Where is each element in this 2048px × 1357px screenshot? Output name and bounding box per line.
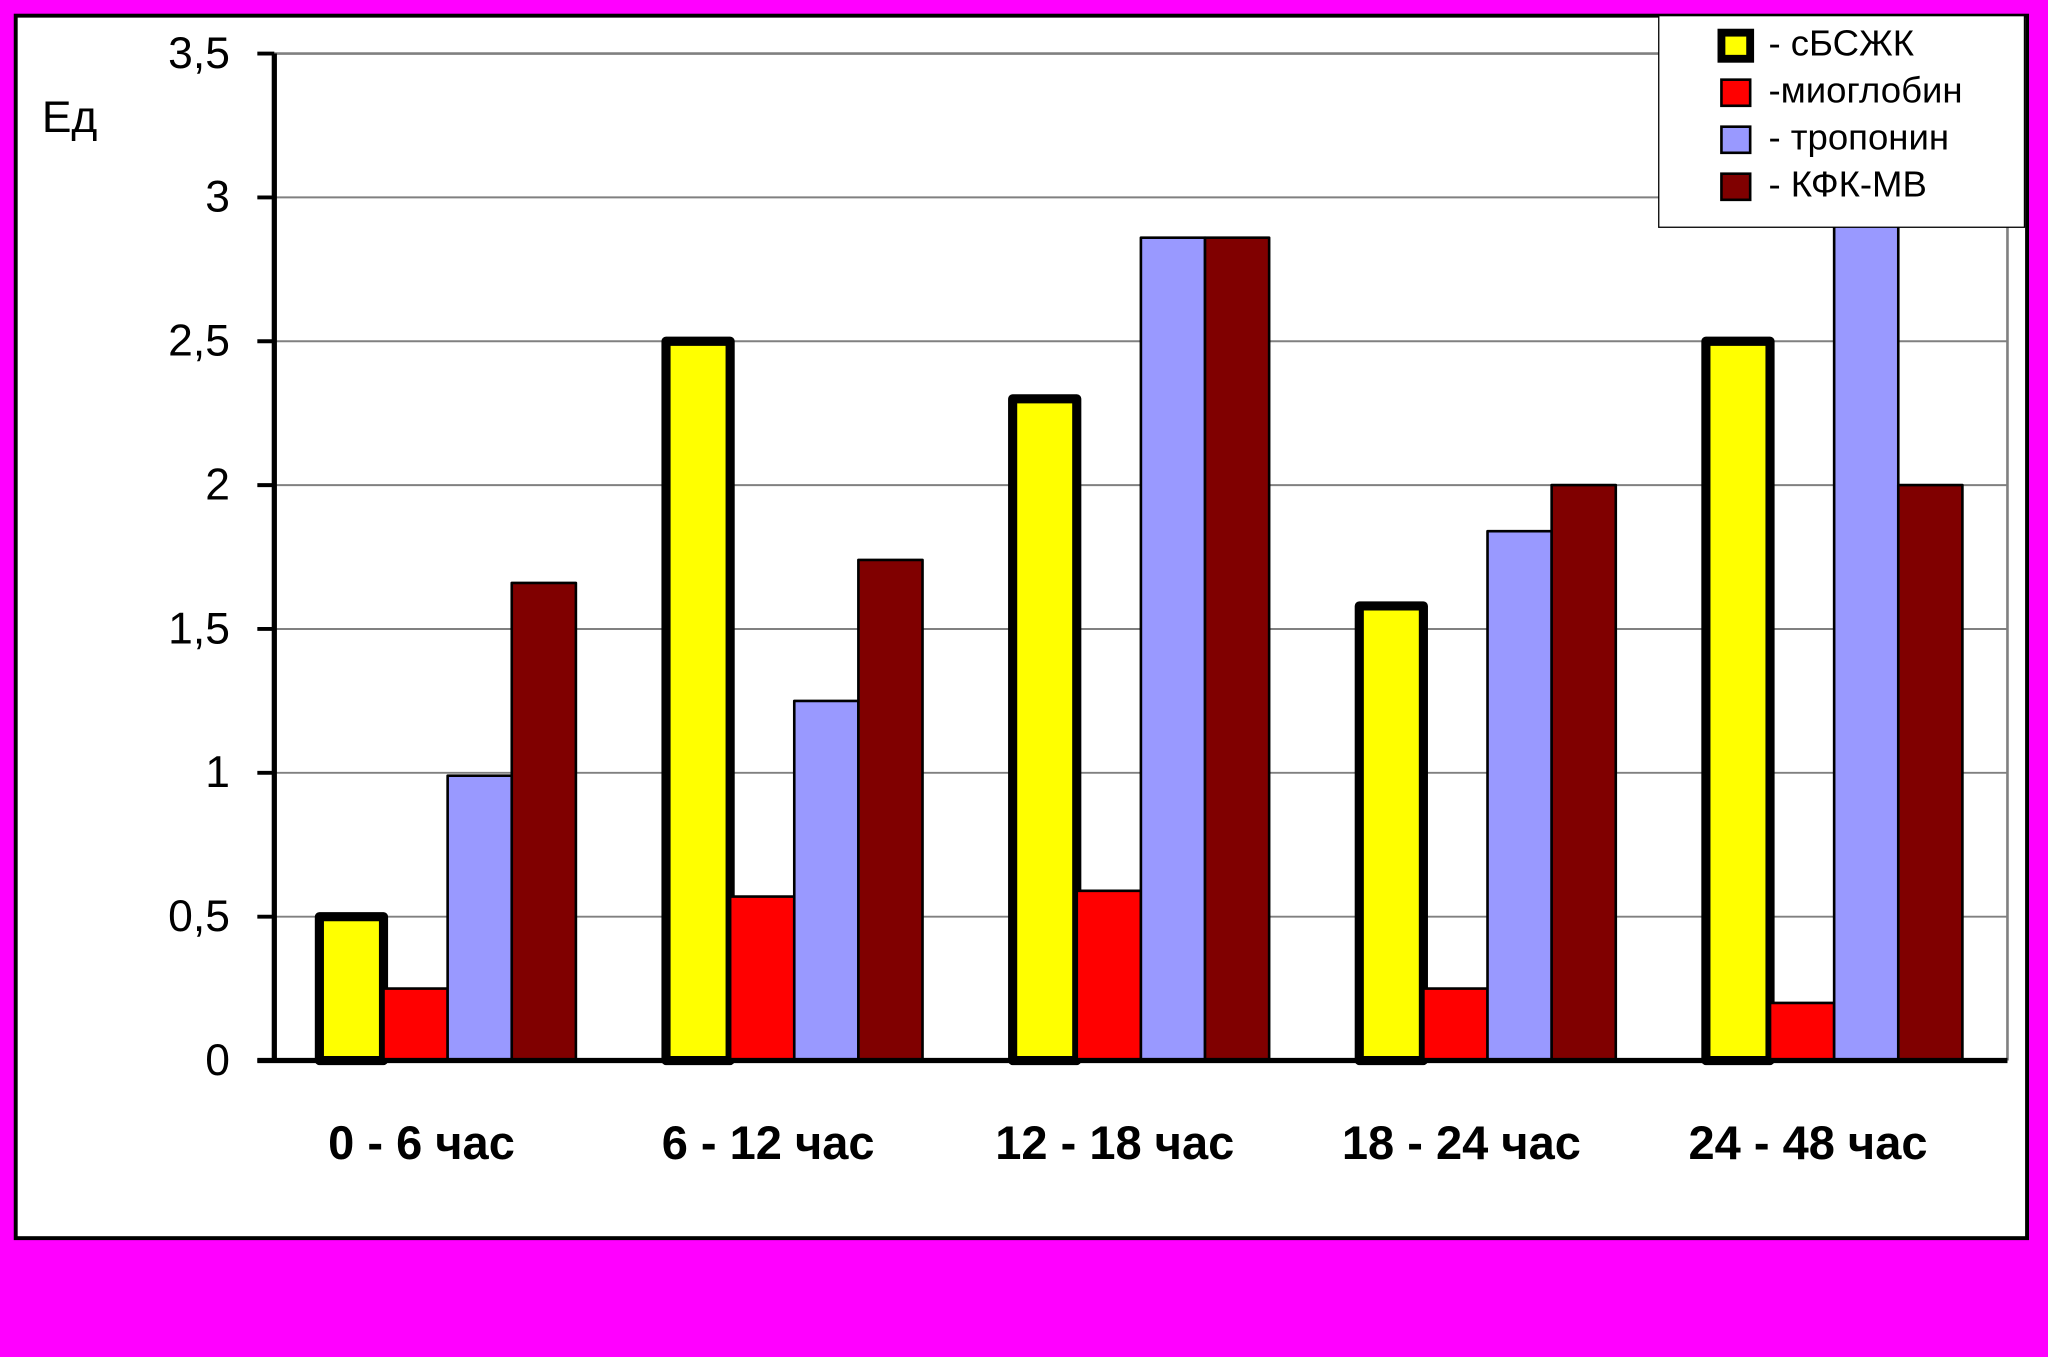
y-tick-label: 0,5: [168, 892, 230, 941]
bar: [446, 774, 514, 1062]
y-tick-label: 1: [205, 748, 230, 797]
legend-label: - КФК-МВ: [1768, 163, 1926, 204]
bar: [1354, 601, 1428, 1066]
bar: [1896, 483, 1964, 1062]
bar: [1550, 483, 1618, 1062]
y-tick-label: 2,5: [168, 317, 230, 366]
bar: [1075, 889, 1143, 1062]
x-tick-label: 0 - 6 час: [328, 1116, 515, 1169]
bar: [1701, 336, 1775, 1066]
bar: [1486, 529, 1553, 1062]
bar: [510, 581, 578, 1062]
y-tick-label: 0: [205, 1036, 230, 1085]
x-tick-label: 6 - 12 час: [662, 1116, 875, 1169]
bar: [1832, 167, 1900, 1062]
legend-swatch: [1720, 172, 1752, 202]
bar: [1422, 987, 1489, 1062]
bar: [728, 895, 796, 1062]
legend-label: -миоглобин: [1768, 69, 1962, 110]
y-tick-label: 3,5: [168, 29, 230, 78]
y-tick-label: 2: [205, 460, 230, 509]
bar: [382, 987, 449, 1062]
y-axis-label: Ед: [42, 93, 98, 142]
x-tick-label: 24 - 48 час: [1689, 1116, 1928, 1169]
legend-swatch: [1720, 125, 1752, 155]
bar: [1203, 236, 1271, 1062]
bar: [1768, 1001, 1836, 1062]
legend-label: - сБСЖК: [1768, 22, 1914, 63]
legend-swatch: [1720, 78, 1752, 108]
x-tick-label: 18 - 24 час: [1342, 1116, 1581, 1169]
bar: [1139, 236, 1207, 1062]
legend-swatch: [1717, 28, 1755, 63]
bar: [314, 912, 389, 1066]
y-tick-label: 3: [205, 173, 230, 222]
legend-label: - тропонин: [1768, 116, 1949, 157]
bar: [857, 558, 924, 1062]
bar: [792, 699, 860, 1062]
bar: [1008, 394, 1082, 1066]
y-tick-label: 1,5: [168, 604, 230, 653]
x-tick-label: 12 - 18 час: [995, 1116, 1234, 1169]
bar: [661, 336, 735, 1066]
